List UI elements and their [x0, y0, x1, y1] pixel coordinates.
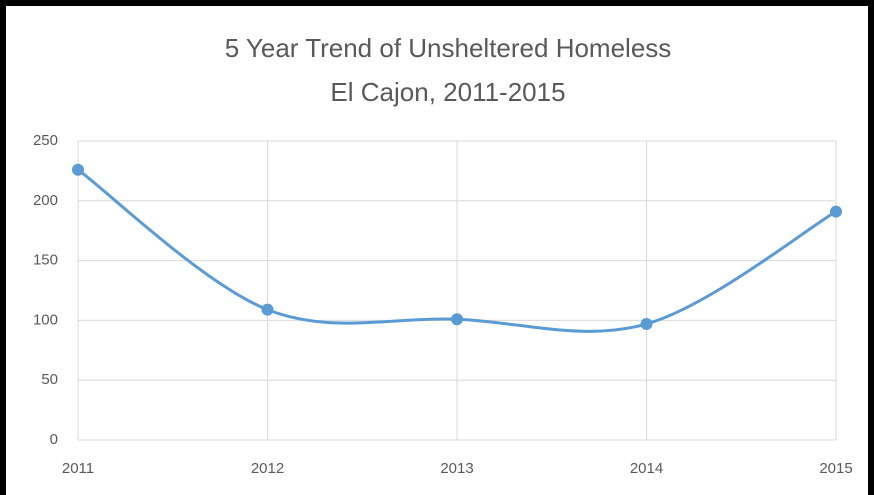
chart-title: El Cajon, 2011-2015 — [330, 77, 565, 107]
data-point — [72, 163, 84, 176]
y-tick-label: 150 — [33, 252, 58, 269]
chart-area — [6, 6, 868, 495]
data-point — [640, 317, 653, 330]
x-tick-label: 2012 — [251, 460, 284, 477]
y-tick-label: 50 — [41, 371, 58, 388]
data-point — [261, 303, 274, 316]
data-point — [451, 313, 463, 326]
x-tick-label: 2014 — [630, 460, 663, 477]
data-point — [830, 205, 842, 218]
chart-title: 5 Year Trend of Unsheltered Homeless — [225, 33, 672, 63]
y-tick-label: 0 — [50, 431, 58, 448]
x-tick-label: 2011 — [62, 460, 94, 477]
y-tick-label: 100 — [33, 311, 58, 328]
x-tick-label: 2015 — [819, 460, 852, 477]
y-tick-label: 200 — [33, 192, 58, 209]
y-tick-label: 250 — [33, 132, 58, 149]
x-tick-label: 2013 — [440, 460, 473, 477]
